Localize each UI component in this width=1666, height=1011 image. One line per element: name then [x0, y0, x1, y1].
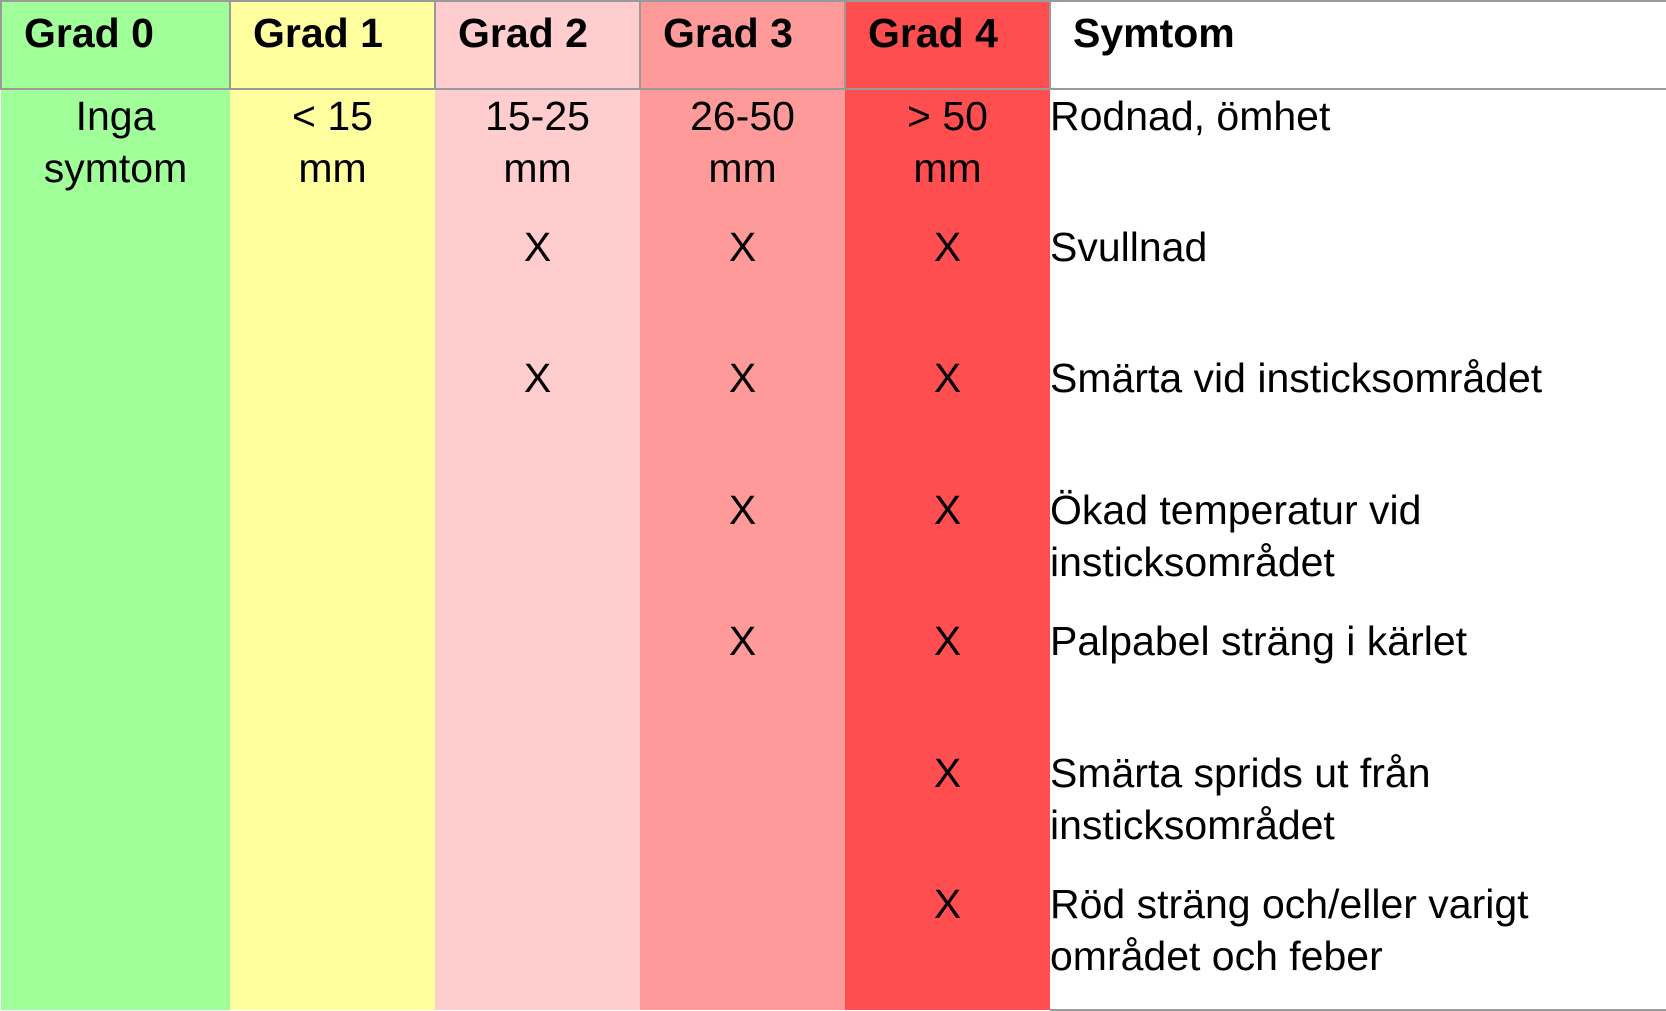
header-symptom: Symtom — [1049, 0, 1666, 91]
symptom-cell: Rodnad, ömhet — [1050, 93, 1331, 140]
table-row: X X Palpabel sträng i kärlet — [1, 615, 1666, 747]
table-row: X X Ökad temperatur vid insticksområdet — [1, 483, 1666, 616]
check-mark: X — [845, 352, 1050, 484]
check-mark: X — [435, 352, 640, 484]
check-mark: X — [845, 483, 1050, 616]
header-grad-4: Grad 4 — [844, 0, 1051, 91]
header-grad-1: Grad 1 — [229, 0, 436, 91]
symptom-cell: Smärta sprids ut från insticksområdet — [1050, 749, 1431, 848]
check-mark: X — [845, 878, 1050, 1010]
table-row: Inga symtom < 15 mm 15-25 mm 26-50 mm > … — [1, 89, 1666, 221]
check-mark: X — [845, 746, 1050, 879]
check-mark: X — [640, 615, 845, 747]
check-mark: X — [845, 615, 1050, 747]
symptom-cell: Röd sträng och/eller varigt området och … — [1050, 878, 1666, 1011]
grad-3-size: 26-50 mm — [640, 89, 845, 221]
check-mark: X — [435, 220, 640, 353]
table-row: X Smärta sprids ut från insticksområdet — [1, 746, 1666, 879]
header-grad-3: Grad 3 — [639, 0, 846, 91]
table-row: X Röd sträng och/eller varigt området oc… — [1, 878, 1666, 1011]
check-mark: X — [640, 352, 845, 484]
header-grad-0: Grad 0 — [0, 0, 231, 91]
symptom-cell: Svullnad — [1050, 223, 1208, 270]
grad-1-size: < 15 mm — [230, 89, 435, 221]
table-row: X X X Svullnad — [1, 220, 1666, 353]
symptom-cell: Smärta vid insticksområdet — [1050, 355, 1543, 402]
symptom-cell: Palpabel sträng i kärlet — [1050, 618, 1468, 665]
check-mark: X — [845, 220, 1050, 353]
symptom-cell: Ökad temperatur vid insticksområdet — [1050, 486, 1422, 585]
table-row: X X X Smärta vid insticksområdet — [1, 352, 1666, 484]
header-grad-2: Grad 2 — [434, 0, 641, 91]
check-mark: X — [640, 483, 845, 616]
grad-4-size: > 50 mm — [845, 89, 1050, 221]
grad-2-size: 15-25 mm — [435, 89, 640, 221]
grad-0-size: Inga symtom — [1, 89, 230, 221]
check-mark: X — [640, 220, 845, 353]
header-row: Grad 0 Grad 1 Grad 2 Grad 3 Grad 4 Symto… — [0, 0, 1666, 91]
